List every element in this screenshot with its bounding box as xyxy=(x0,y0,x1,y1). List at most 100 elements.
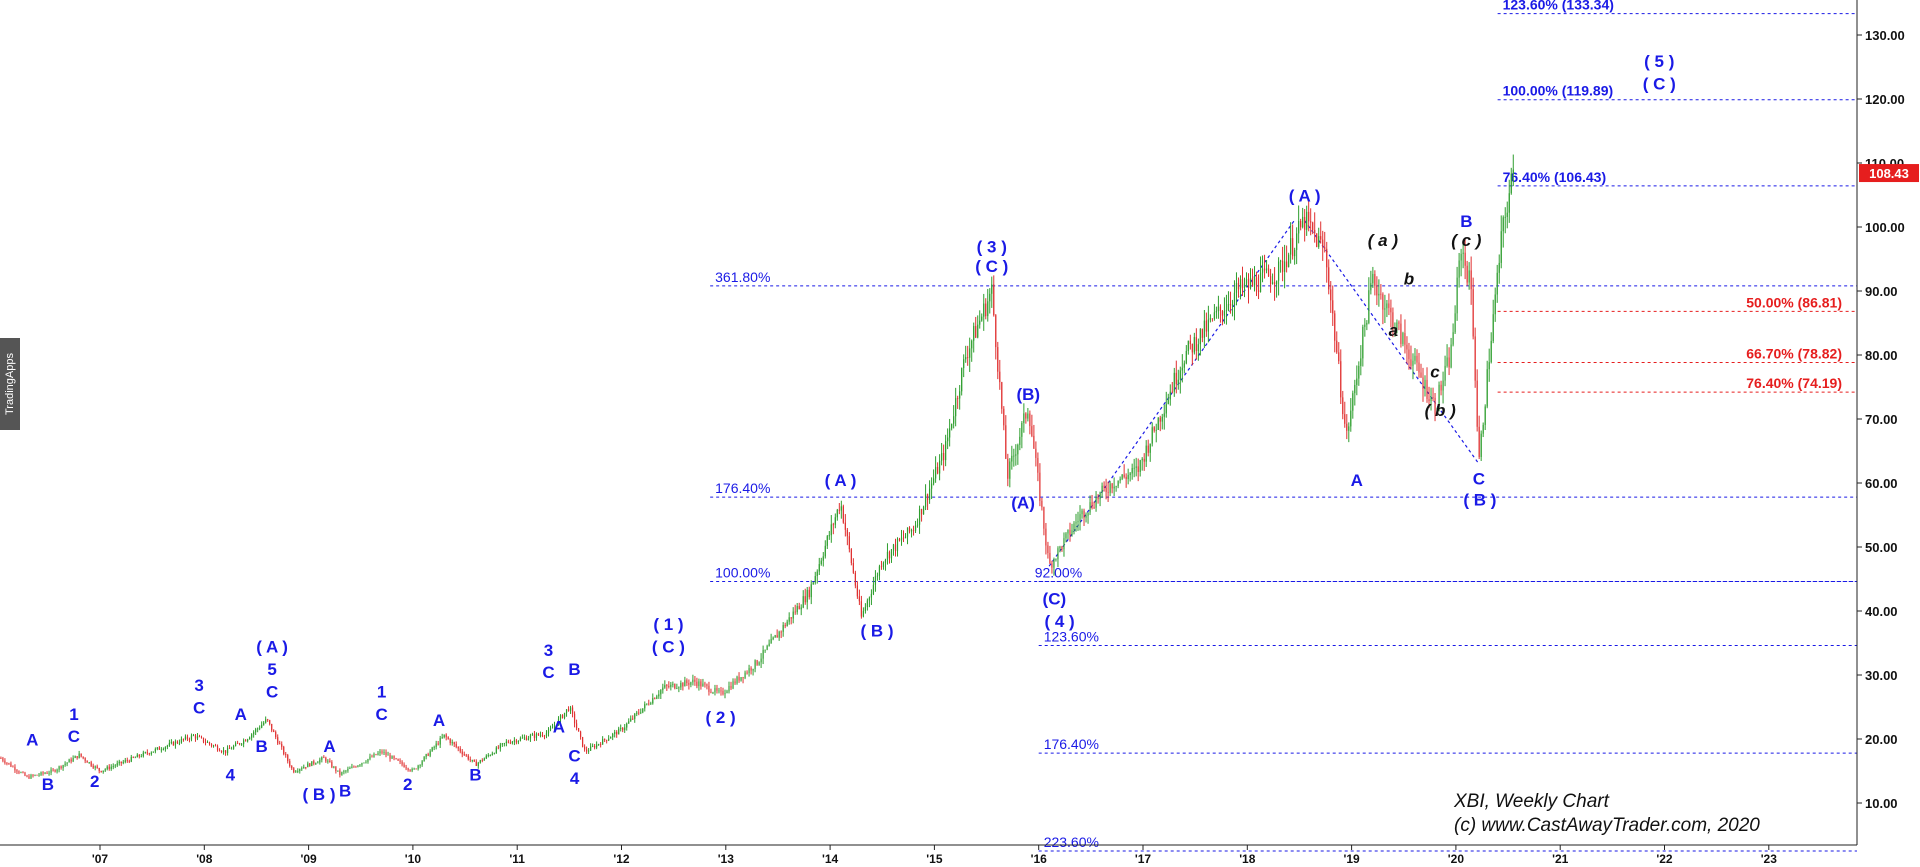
x-tick-label: '17 xyxy=(1135,852,1152,866)
candle-body xyxy=(658,694,660,697)
candle-body xyxy=(1370,283,1372,291)
candle-body xyxy=(395,758,397,760)
candle-body xyxy=(1416,355,1418,363)
candle-body xyxy=(279,743,281,745)
candle-body xyxy=(1131,468,1133,474)
candle-body xyxy=(341,772,343,775)
fib-level-label: 176.40% xyxy=(715,480,770,496)
candle-body xyxy=(1410,359,1412,366)
candle-body xyxy=(842,506,844,523)
candle-body xyxy=(668,686,670,687)
candle-body xyxy=(776,635,778,638)
candle-body xyxy=(337,770,339,772)
candle-body xyxy=(108,766,110,769)
candle-body xyxy=(1432,397,1434,398)
wave-label: A xyxy=(26,730,38,749)
candle-body xyxy=(1061,546,1063,550)
candle-body xyxy=(1450,344,1452,368)
candle-body xyxy=(1153,427,1155,431)
candle-body xyxy=(1358,365,1360,379)
candle-body xyxy=(112,766,114,767)
candle-body xyxy=(858,596,860,602)
candle-body xyxy=(56,769,58,772)
candle-body xyxy=(104,769,106,771)
candle-body xyxy=(648,703,650,705)
candle-body xyxy=(287,755,289,762)
candle-body xyxy=(906,527,909,537)
candle-body xyxy=(1139,460,1141,472)
candle-body xyxy=(232,746,235,749)
candle-body xyxy=(543,735,546,737)
candle-body xyxy=(1185,350,1187,364)
candle-body xyxy=(612,733,614,738)
candle-body xyxy=(130,756,132,762)
candle-body xyxy=(1219,306,1222,312)
candle-body xyxy=(1113,486,1115,489)
candle-body xyxy=(220,751,223,753)
candle-body xyxy=(1454,313,1456,333)
candle-body xyxy=(509,742,511,744)
candle-body xyxy=(38,774,40,776)
candle-body xyxy=(359,764,361,766)
candle-body xyxy=(920,509,923,515)
candle-body xyxy=(602,738,604,745)
candle-body xyxy=(96,766,98,769)
candle-body xyxy=(766,645,768,650)
candle-body xyxy=(1344,414,1346,424)
candle-body xyxy=(975,326,977,338)
candle-body xyxy=(255,729,257,733)
candle-body xyxy=(1197,344,1199,351)
candle-body xyxy=(734,681,736,684)
candle-body xyxy=(1001,382,1003,409)
candle-body xyxy=(622,727,624,731)
candle-body xyxy=(588,750,590,752)
candle-body xyxy=(283,746,285,755)
candle-body xyxy=(1342,397,1344,415)
candle-body xyxy=(275,732,277,738)
candle-body xyxy=(531,734,534,736)
candle-body xyxy=(620,727,622,729)
candle-body xyxy=(979,320,981,325)
candle-body xyxy=(1492,314,1494,341)
candle-body xyxy=(796,606,798,613)
candle-body xyxy=(1328,267,1330,290)
candle-body xyxy=(323,757,325,759)
wave-label: 3 xyxy=(194,676,203,695)
candle-body xyxy=(1123,474,1125,477)
candle-body xyxy=(740,677,742,681)
candle-body xyxy=(469,759,471,761)
candle-body xyxy=(110,766,112,769)
candle-body xyxy=(961,368,963,392)
candle-body xyxy=(1171,391,1173,393)
candle-body xyxy=(764,649,766,651)
candle-body xyxy=(1436,408,1438,414)
candle-body xyxy=(1508,193,1510,213)
candle-body xyxy=(507,741,509,743)
candle-body xyxy=(1486,369,1488,407)
candle-body xyxy=(357,765,359,767)
candle-body xyxy=(1173,372,1175,392)
candle-body xyxy=(1444,365,1446,381)
candle-body xyxy=(1330,289,1332,301)
candle-body xyxy=(949,428,951,438)
candle-body xyxy=(1257,290,1260,292)
candle-body xyxy=(479,760,481,763)
candle-body xyxy=(1366,322,1368,325)
candle-body xyxy=(257,728,259,730)
candle-body xyxy=(674,683,676,689)
candle-body xyxy=(525,737,528,741)
candle-body xyxy=(1089,502,1091,513)
candle-body xyxy=(953,416,955,424)
candle-body xyxy=(943,452,945,461)
candle-body xyxy=(1414,355,1416,361)
candle-body xyxy=(606,739,608,741)
candle-body xyxy=(178,742,181,744)
candle-body xyxy=(1263,268,1266,271)
candle-body xyxy=(728,686,730,692)
candle-body xyxy=(656,696,658,699)
candle-body xyxy=(437,743,439,745)
candle-body xyxy=(1510,173,1512,194)
x-tick-label: '15 xyxy=(926,852,943,866)
wave-label: A xyxy=(323,737,335,756)
candle-body xyxy=(1003,408,1005,426)
